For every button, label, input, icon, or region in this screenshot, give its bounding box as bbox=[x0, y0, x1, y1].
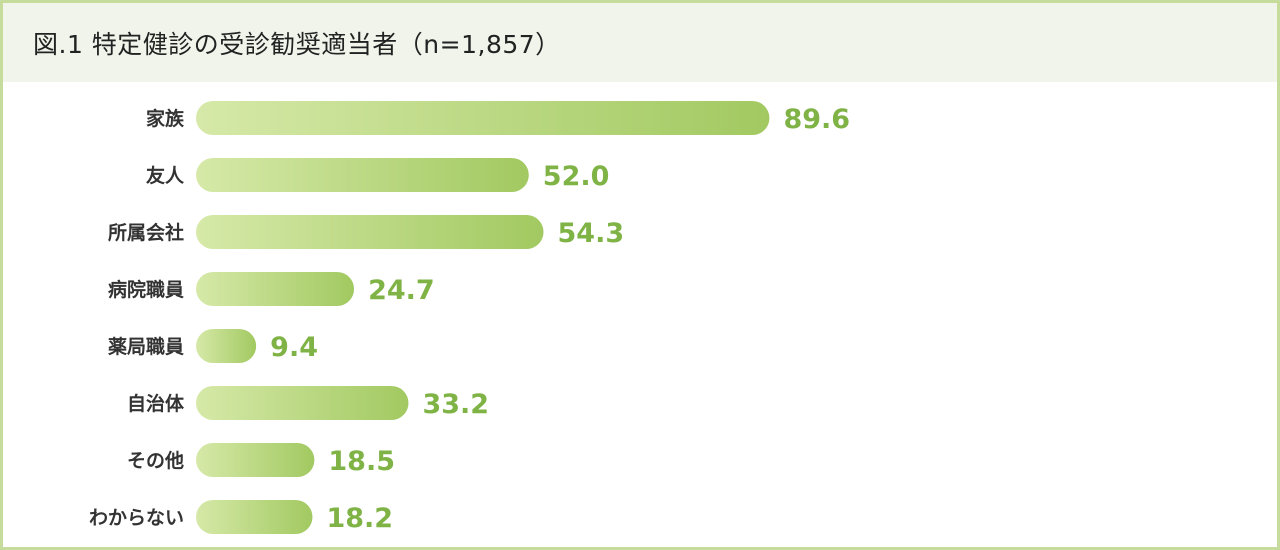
value-label: 24.7 bbox=[368, 275, 435, 306]
category-label: 友人 bbox=[146, 164, 185, 187]
value-label: 33.2 bbox=[422, 389, 489, 420]
bar bbox=[196, 443, 315, 477]
value-label: 18.5 bbox=[328, 446, 395, 477]
bar bbox=[196, 158, 529, 192]
value-label: 18.2 bbox=[326, 503, 393, 534]
value-label: 9.4 bbox=[270, 332, 318, 363]
value-label: 54.3 bbox=[558, 218, 625, 249]
category-label: わからない bbox=[89, 507, 184, 529]
chart-title: 図.1 特定健診の受診勧奨適当者（n=1,857） bbox=[33, 29, 561, 59]
bar bbox=[196, 101, 770, 135]
category-label: その他 bbox=[127, 449, 184, 472]
bar bbox=[196, 272, 355, 306]
category-label: 所属会社 bbox=[108, 221, 184, 244]
category-label: 薬局職員 bbox=[107, 335, 184, 358]
value-label: 52.0 bbox=[543, 161, 610, 192]
bar bbox=[196, 500, 313, 534]
bar bbox=[196, 329, 257, 363]
category-label: 自治体 bbox=[127, 392, 185, 415]
bar bbox=[196, 215, 544, 249]
category-label: 病院職員 bbox=[108, 278, 184, 301]
value-label: 89.6 bbox=[783, 104, 850, 135]
bar bbox=[196, 386, 409, 420]
chart-title-bar: 図.1 特定健診の受診勧奨適当者（n=1,857） bbox=[3, 3, 1277, 82]
category-label: 家族 bbox=[146, 107, 185, 130]
